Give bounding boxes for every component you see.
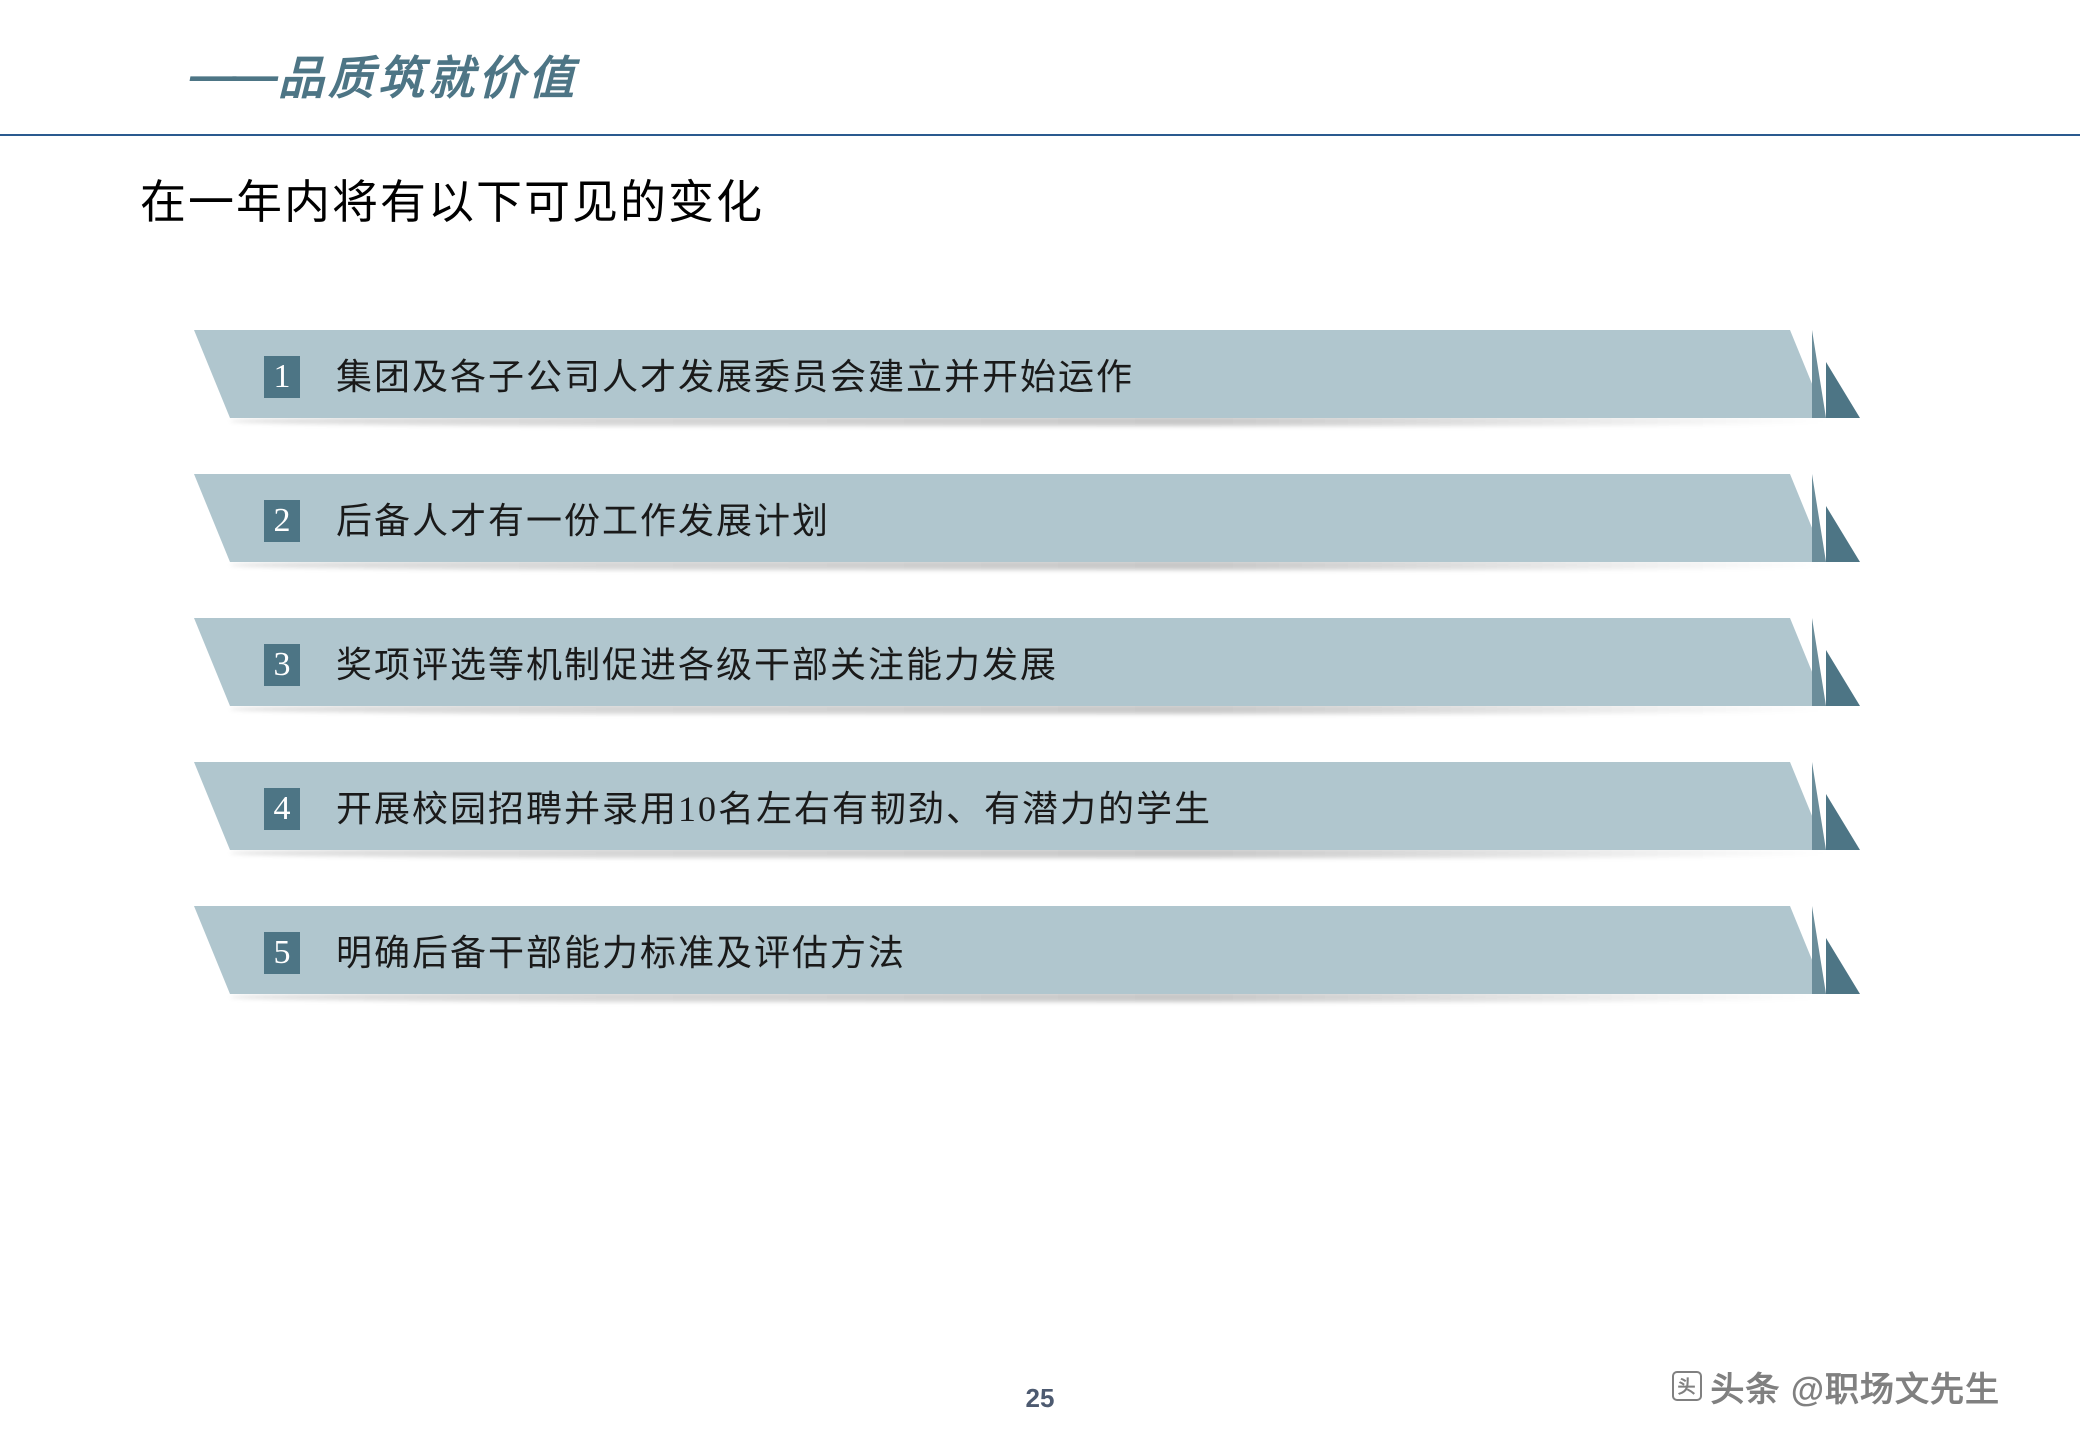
item-number: 4 <box>274 790 291 828</box>
item-number: 3 <box>274 646 291 684</box>
item-text: 后备人才有一份工作发展计划 <box>336 474 830 562</box>
watermark: 头 头条 @职场文先生 <box>1670 1362 2000 1414</box>
item-number-box: 1 <box>264 356 300 398</box>
item-edge-icon <box>1826 938 1860 994</box>
list-item: 5 明确后备干部能力标准及评估方法 <box>230 906 1860 994</box>
item-edge-icon <box>1826 650 1860 706</box>
item-number-box: 5 <box>264 932 300 974</box>
item-number-box: 2 <box>264 500 300 542</box>
page-number: 25 <box>1026 1383 1055 1414</box>
list-item: 4 开展校园招聘并录用10名左右有韧劲、有潜力的学生 <box>230 762 1860 850</box>
item-number-box: 4 <box>264 788 300 830</box>
item-number: 1 <box>274 358 291 396</box>
item-text: 奖项评选等机制促进各级干部关注能力发展 <box>336 618 1058 706</box>
item-text: 明确后备干部能力标准及评估方法 <box>336 906 906 994</box>
header-divider <box>0 134 2080 136</box>
item-edge-icon <box>1826 794 1860 850</box>
item-text: 开展校园招聘并录用10名左右有韧劲、有潜力的学生 <box>336 762 1212 850</box>
list-item: 3 奖项评选等机制促进各级干部关注能力发展 <box>230 618 1860 706</box>
item-edge-icon <box>1826 362 1860 418</box>
item-number-box: 3 <box>264 644 300 686</box>
item-edge-icon <box>1826 506 1860 562</box>
slide-header: —— 品质筑就价值 <box>190 42 578 108</box>
watermark-icon: 头 <box>1670 1369 1704 1412</box>
page-title: 在一年内将有以下可见的变化 <box>140 166 764 232</box>
svg-text:头: 头 <box>1678 1377 1697 1397</box>
watermark-text: 头条 @职场文先生 <box>1710 1371 2000 1409</box>
list-container: 1 集团及各子公司人才发展委员会建立并开始运作 2 后备人才有一份工作发展计划 … <box>230 330 1860 1050</box>
item-number: 5 <box>274 934 291 972</box>
list-item: 1 集团及各子公司人才发展委员会建立并开始运作 <box>230 330 1860 418</box>
list-item: 2 后备人才有一份工作发展计划 <box>230 474 1860 562</box>
header-dashes: —— <box>190 48 274 102</box>
item-text: 集团及各子公司人才发展委员会建立并开始运作 <box>336 330 1134 418</box>
header-slogan: 品质筑就价值 <box>278 42 578 108</box>
item-number: 2 <box>274 502 291 540</box>
